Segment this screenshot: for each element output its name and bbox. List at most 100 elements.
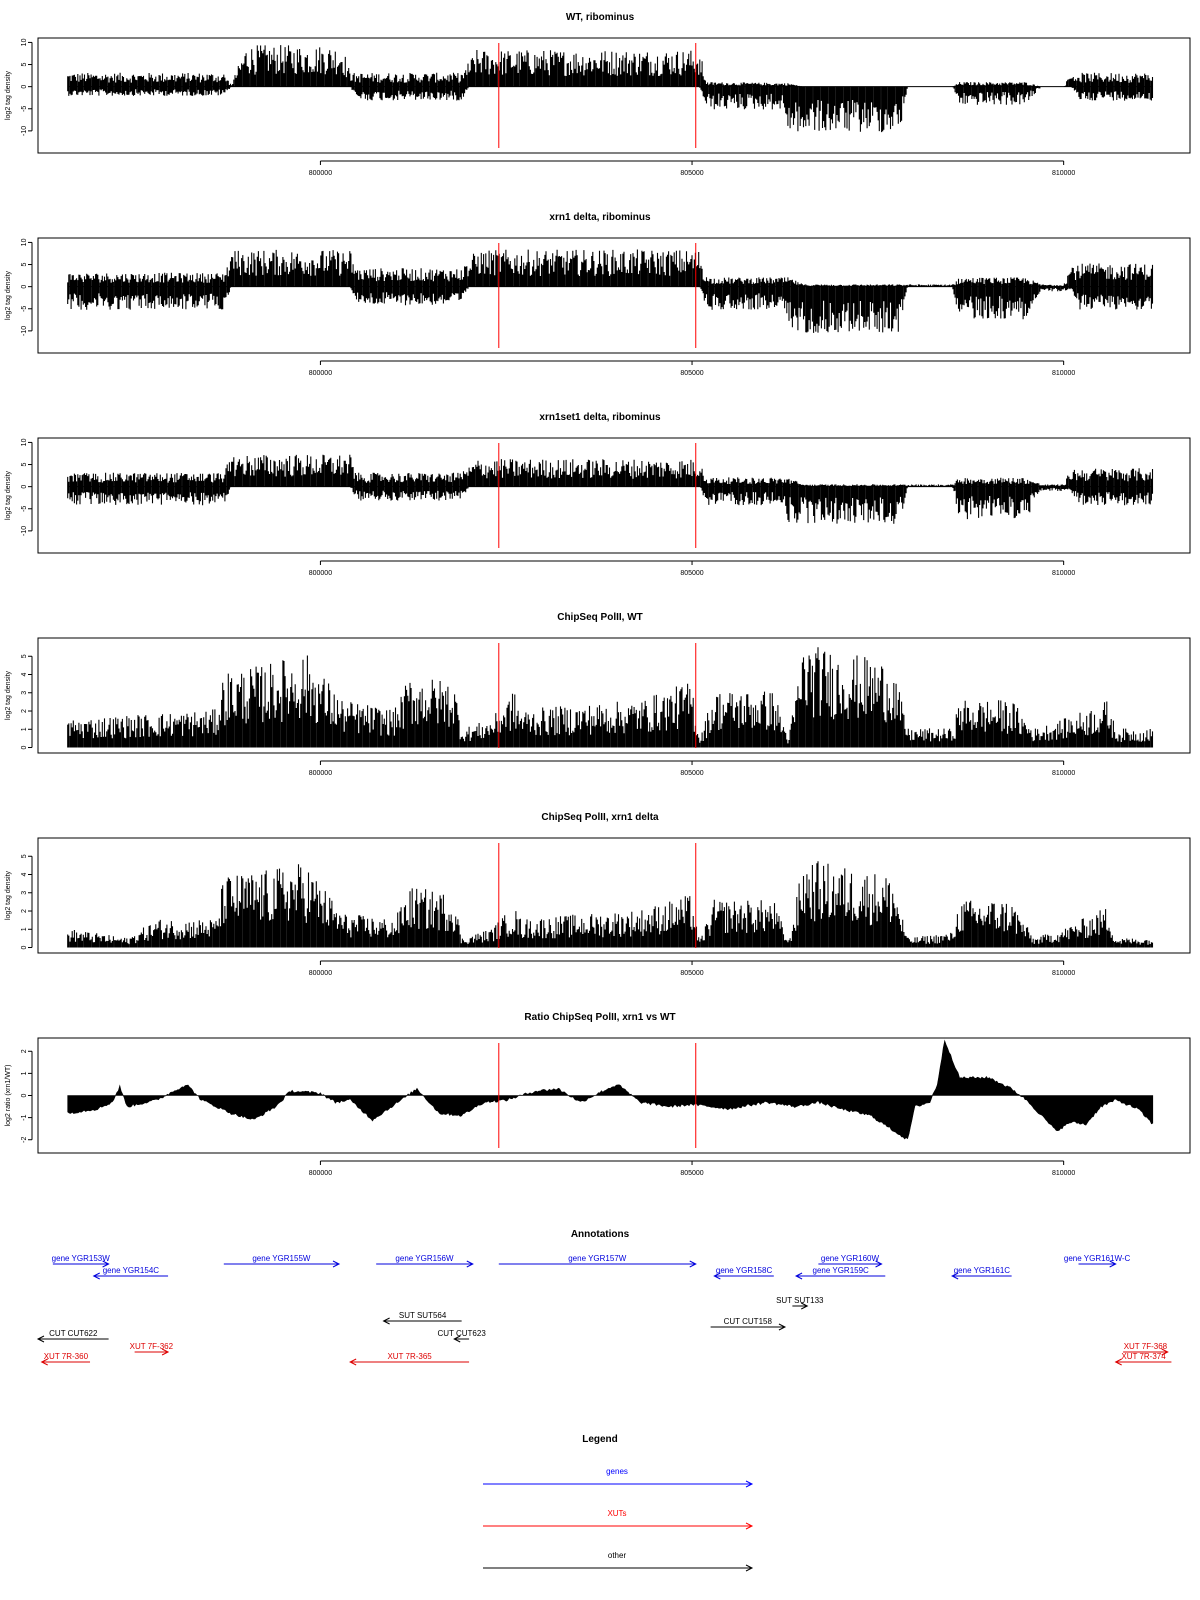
arrow-head bbox=[332, 1260, 341, 1268]
y-axis-label: log2 tag density bbox=[5, 270, 12, 320]
y-tick-label: 0 bbox=[21, 945, 28, 949]
chart-panel-6: Ratio ChipSeq PolII, xrn1 vs WT -2 -1 0 1 2 lo… bbox=[5, 1012, 1191, 1177]
data-marks bbox=[67, 647, 1154, 748]
y-tick-label: 10 bbox=[21, 238, 28, 246]
legend-item-other: other bbox=[483, 1551, 754, 1572]
annotation-xut-7f-368: XUT 7F-368 bbox=[1123, 1342, 1169, 1356]
annotation-label: XUT 7R-365 bbox=[387, 1352, 432, 1361]
legend-label: other bbox=[608, 1551, 627, 1560]
y-tick-label: -2 bbox=[21, 1137, 28, 1143]
chart-panel-5: ChipSeq PolII, xrn1 delta 0 1 2 3 4 5 log2 tag … bbox=[5, 812, 1191, 977]
x-tick-label: 800000 bbox=[309, 770, 332, 777]
x-tick-label: 810000 bbox=[1052, 570, 1075, 577]
plot-frame bbox=[37, 437, 1191, 554]
x-axis: 800000 805000 810000 bbox=[309, 760, 1075, 777]
arrow-head bbox=[382, 1317, 390, 1325]
plot-frame bbox=[37, 837, 1191, 954]
y-axis-label: log2 ratio (xrn1/WT) bbox=[5, 1065, 12, 1127]
y-tick-label: 5 bbox=[21, 262, 28, 266]
arrow-head bbox=[453, 1335, 461, 1343]
arrow-head bbox=[466, 1260, 474, 1268]
data-marks bbox=[67, 45, 1154, 133]
annotation-label: gene YGR155W bbox=[252, 1254, 311, 1263]
y-tick-label: 10 bbox=[21, 438, 28, 446]
legend-title: Legend bbox=[582, 1434, 618, 1445]
x-tick-label: 800000 bbox=[309, 1170, 332, 1177]
y-tick-label: 10 bbox=[21, 38, 28, 46]
data-marks bbox=[67, 1039, 1154, 1140]
legend-item-genes: genes bbox=[483, 1467, 754, 1488]
arrow-head bbox=[689, 1260, 697, 1268]
annotation-tracks: gene YGR153W gene YGR154C gene YGR155W gene… bbox=[36, 1254, 1172, 1366]
legend-items: genes XUTs other bbox=[483, 1467, 754, 1572]
annotation-gene-ygr161w-c: gene YGR161W-C bbox=[1064, 1254, 1131, 1268]
annotation-gene-ygr161c: gene YGR161C bbox=[951, 1266, 1012, 1280]
y-tick-label: -10 bbox=[21, 126, 28, 136]
annotation-cut-cut623: CUT CUT623 bbox=[437, 1329, 486, 1343]
annotation-xut-7r-360: XUT 7R-360 bbox=[40, 1352, 91, 1366]
arrow-head bbox=[1161, 1348, 1169, 1356]
x-tick-label: 800000 bbox=[309, 170, 332, 177]
arrow-head bbox=[745, 1522, 754, 1530]
annotation-label: gene YGR159C bbox=[813, 1266, 870, 1275]
x-tick-label: 810000 bbox=[1052, 1170, 1075, 1177]
chart-panel-2: xrn1 delta, ribominus -10 -5 0 5 10 log2 tag d… bbox=[5, 212, 1191, 377]
annotation-sut-sut564: SUT SUT564 bbox=[382, 1311, 462, 1325]
x-tick-label: 810000 bbox=[1052, 170, 1075, 177]
y-tick-label: -10 bbox=[21, 326, 28, 336]
annotation-gene-ygr155w: gene YGR155W bbox=[223, 1254, 341, 1268]
annotation-label: XUT 7F-362 bbox=[130, 1342, 174, 1351]
annotation-cut-cut622: CUT CUT622 bbox=[36, 1329, 109, 1343]
plot-frame bbox=[37, 37, 1191, 154]
annotation-sut-sut133: SUT SUT133 bbox=[776, 1296, 824, 1310]
annotation-label: CUT CUT622 bbox=[49, 1329, 98, 1338]
x-axis: 800000 805000 810000 bbox=[309, 360, 1075, 377]
annotation-label: CUT CUT623 bbox=[437, 1329, 486, 1338]
annotation-label: gene YGR158C bbox=[716, 1266, 773, 1275]
y-axis: 0 1 2 3 4 5 bbox=[21, 854, 33, 949]
x-tick-label: 805000 bbox=[680, 1170, 703, 1177]
density-bars bbox=[67, 861, 1154, 948]
y-tick-label: 0 bbox=[21, 745, 28, 749]
plot-frame bbox=[37, 237, 1191, 354]
ratio-area bbox=[67, 1039, 1154, 1140]
annotation-cut-cut158: CUT CUT158 bbox=[710, 1317, 787, 1331]
chart-title: ChipSeq PolII, WT bbox=[557, 612, 643, 623]
x-tick-label: 810000 bbox=[1052, 770, 1075, 777]
arrow-head bbox=[713, 1272, 721, 1280]
x-tick-label: 800000 bbox=[309, 970, 332, 977]
y-tick-label: 0 bbox=[21, 485, 28, 489]
arrow-head bbox=[161, 1348, 170, 1356]
y-tick-label: 1 bbox=[21, 1071, 28, 1075]
arrow-head bbox=[745, 1480, 754, 1488]
y-tick-label: 3 bbox=[21, 691, 28, 695]
x-tick-label: 805000 bbox=[680, 770, 703, 777]
annotation-xut-7f-362: XUT 7F-362 bbox=[130, 1342, 174, 1356]
annotation-label: SUT SUT133 bbox=[776, 1296, 824, 1305]
y-tick-label: 2 bbox=[21, 1049, 28, 1053]
annotation-label: gene YGR154C bbox=[103, 1266, 160, 1275]
y-tick-label: -5 bbox=[21, 506, 28, 512]
legend-label: genes bbox=[606, 1467, 628, 1476]
x-axis: 800000 805000 810000 bbox=[309, 160, 1075, 177]
arrow-head bbox=[1109, 1260, 1117, 1268]
y-tick-label: 5 bbox=[21, 654, 28, 658]
annotation-gene-ygr160w: gene YGR160W bbox=[818, 1254, 883, 1268]
y-tick-label: 2 bbox=[21, 709, 28, 713]
y-tick-label: 1 bbox=[21, 727, 28, 731]
annotation-xut-7r-374: XUT 7R-374 bbox=[1114, 1352, 1172, 1366]
x-axis: 800000 805000 810000 bbox=[309, 560, 1075, 577]
y-tick-label: 0 bbox=[21, 285, 28, 289]
chart-title: WT, ribominus bbox=[566, 12, 635, 23]
x-axis: 800000 805000 810000 bbox=[309, 1160, 1075, 1177]
arrow-head bbox=[801, 1302, 809, 1310]
y-axis: -2 -1 0 1 2 bbox=[21, 1049, 33, 1143]
annotation-gene-ygr157w: gene YGR157W bbox=[498, 1254, 697, 1268]
plot-frame bbox=[37, 637, 1191, 754]
chart-title: Ratio ChipSeq PolII, xrn1 vs WT bbox=[524, 1012, 675, 1023]
arrow-head bbox=[92, 1272, 100, 1280]
y-tick-label: 3 bbox=[21, 891, 28, 895]
density-bars bbox=[67, 647, 1154, 748]
